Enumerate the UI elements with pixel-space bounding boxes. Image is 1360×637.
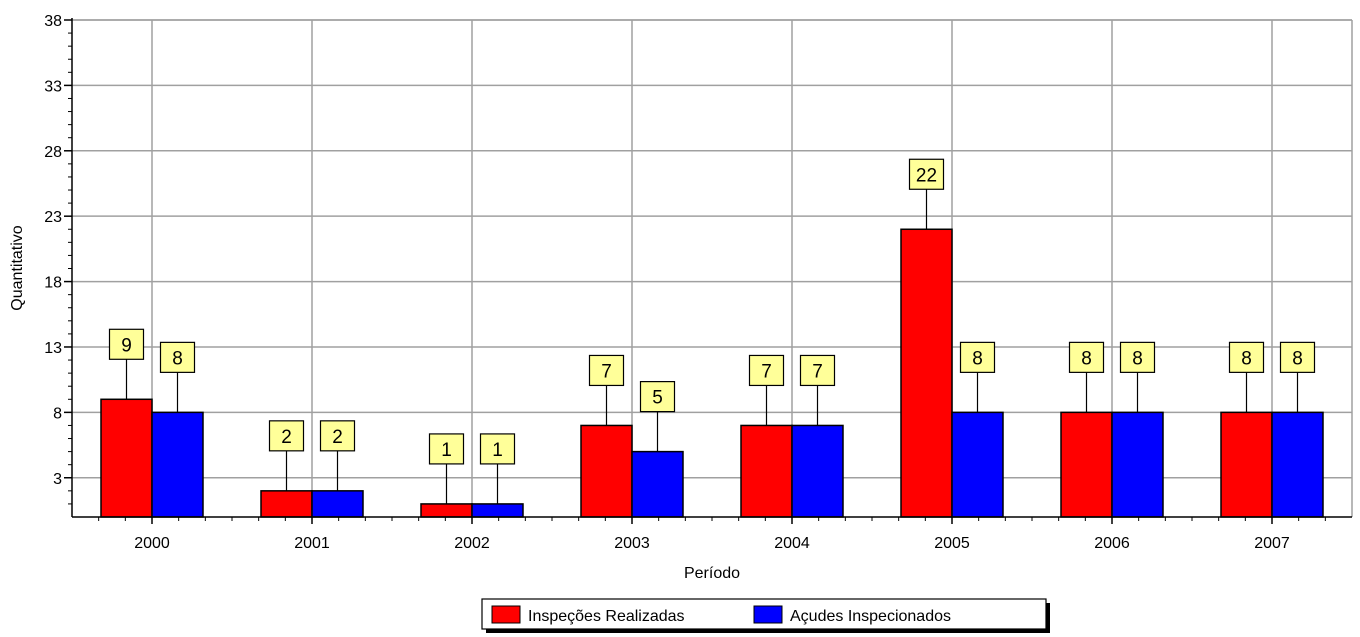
data-label: 7 xyxy=(761,361,772,382)
data-label-box xyxy=(799,354,836,387)
bar xyxy=(311,490,364,518)
bar xyxy=(1060,411,1113,518)
x-tick-label: 2001 xyxy=(294,535,330,552)
y-axis-title: Quantitativo xyxy=(9,225,26,310)
data-label-box xyxy=(479,433,516,465)
bar xyxy=(900,228,953,518)
legend-swatch xyxy=(491,605,521,624)
bar xyxy=(740,424,793,518)
y-tick-label: 18 xyxy=(44,275,62,292)
axes-group xyxy=(64,18,1352,524)
data-label: 8 xyxy=(172,348,183,369)
data-label: 8 xyxy=(972,348,983,369)
x-tick-label: 2002 xyxy=(454,535,490,552)
data-label: 8 xyxy=(1132,348,1143,369)
data-label-box xyxy=(1279,341,1316,373)
data-label-box xyxy=(428,433,465,465)
bar xyxy=(791,424,844,518)
y-tick-label: 8 xyxy=(53,405,62,422)
y-tick-label: 38 xyxy=(44,13,62,30)
data-label: 7 xyxy=(601,361,612,382)
legend-label: Inspeções Realizadas xyxy=(528,608,685,625)
data-label: 8 xyxy=(1292,348,1303,369)
data-label: 9 xyxy=(121,335,132,356)
x-tick-label: 2005 xyxy=(934,535,970,552)
bar xyxy=(1111,411,1164,518)
y-tick-label: 3 xyxy=(53,471,62,488)
data-label: 1 xyxy=(492,440,503,461)
legend: Inspeções Realizadas Açudes Inspecionados xyxy=(481,598,1050,633)
data-label-box xyxy=(108,328,145,360)
data-label-box xyxy=(1068,341,1105,373)
y-tick-label: 33 xyxy=(44,78,62,95)
data-label-box xyxy=(959,341,996,373)
data-label: 22 xyxy=(916,165,937,186)
data-label-box xyxy=(1228,341,1265,373)
bar xyxy=(631,450,684,518)
bar xyxy=(151,411,204,518)
data-label-box xyxy=(1119,341,1156,373)
x-tick-labels: 2000 2001 2002 2003 2004 2005 2006 2007 xyxy=(134,535,1290,552)
x-tick-label: 2006 xyxy=(1094,535,1130,552)
data-label: 8 xyxy=(1081,348,1092,369)
data-label-box xyxy=(639,381,676,413)
bar xyxy=(1220,411,1273,518)
x-tick-label: 2007 xyxy=(1254,535,1290,552)
bar xyxy=(580,424,633,518)
bar xyxy=(260,490,313,518)
y-tick-label: 23 xyxy=(44,209,62,226)
data-label: 2 xyxy=(281,427,292,448)
y-tick-label: 13 xyxy=(44,340,62,357)
data-label-box xyxy=(268,420,305,452)
bar xyxy=(1271,411,1324,518)
x-tick-label: 2000 xyxy=(134,535,170,552)
data-label: 2 xyxy=(332,427,343,448)
bar xyxy=(951,411,1004,518)
legend-label: Açudes Inspecionados xyxy=(790,608,951,625)
data-label-box xyxy=(159,341,196,373)
y-tick-label: 28 xyxy=(44,144,62,161)
data-label-box xyxy=(908,158,945,190)
x-tick-label: 2004 xyxy=(774,535,810,552)
data-label-box xyxy=(319,420,356,452)
bar xyxy=(420,503,473,518)
bars-group xyxy=(100,228,1324,518)
data-label: 8 xyxy=(1241,348,1252,369)
bar xyxy=(100,398,153,518)
x-axis-title: Período xyxy=(684,565,740,582)
data-label-box xyxy=(588,354,625,387)
data-label: 1 xyxy=(441,440,452,461)
data-label: 5 xyxy=(652,388,663,409)
data-label-box xyxy=(748,354,785,387)
data-label: 7 xyxy=(812,361,823,382)
bar xyxy=(471,503,524,518)
x-tick-label: 2003 xyxy=(614,535,650,552)
legend-swatch xyxy=(753,605,783,624)
